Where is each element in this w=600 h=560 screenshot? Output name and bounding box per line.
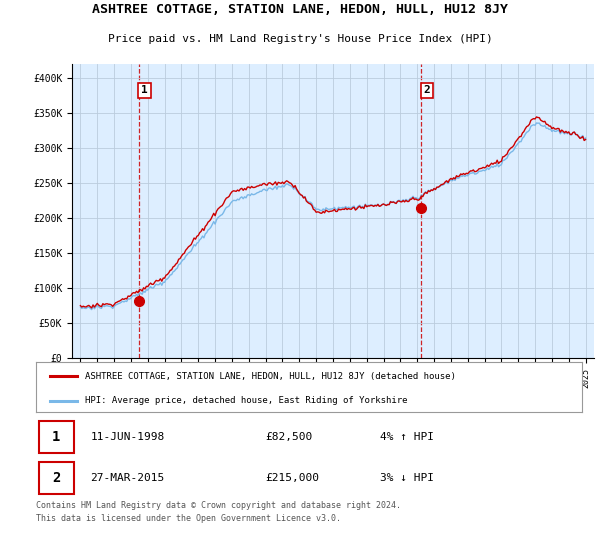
Text: 2: 2 bbox=[52, 472, 61, 485]
Text: ASHTREE COTTAGE, STATION LANE, HEDON, HULL, HU12 8JY: ASHTREE COTTAGE, STATION LANE, HEDON, HU… bbox=[92, 3, 508, 16]
Text: HPI: Average price, detached house, East Riding of Yorkshire: HPI: Average price, detached house, East… bbox=[85, 396, 407, 405]
FancyBboxPatch shape bbox=[39, 462, 74, 494]
Text: ASHTREE COTTAGE, STATION LANE, HEDON, HULL, HU12 8JY (detached house): ASHTREE COTTAGE, STATION LANE, HEDON, HU… bbox=[85, 372, 456, 381]
Text: 2: 2 bbox=[424, 85, 430, 95]
Text: 1: 1 bbox=[52, 431, 61, 445]
Text: 1: 1 bbox=[141, 85, 148, 95]
Text: 4% ↑ HPI: 4% ↑ HPI bbox=[380, 432, 434, 442]
Text: 11-JUN-1998: 11-JUN-1998 bbox=[91, 432, 165, 442]
Text: Price paid vs. HM Land Registry's House Price Index (HPI): Price paid vs. HM Land Registry's House … bbox=[107, 34, 493, 44]
Text: Contains HM Land Registry data © Crown copyright and database right 2024.
This d: Contains HM Land Registry data © Crown c… bbox=[36, 501, 401, 522]
Text: £215,000: £215,000 bbox=[265, 473, 319, 483]
FancyBboxPatch shape bbox=[39, 421, 74, 454]
Text: 27-MAR-2015: 27-MAR-2015 bbox=[91, 473, 165, 483]
Text: £82,500: £82,500 bbox=[265, 432, 313, 442]
Text: 3% ↓ HPI: 3% ↓ HPI bbox=[380, 473, 434, 483]
